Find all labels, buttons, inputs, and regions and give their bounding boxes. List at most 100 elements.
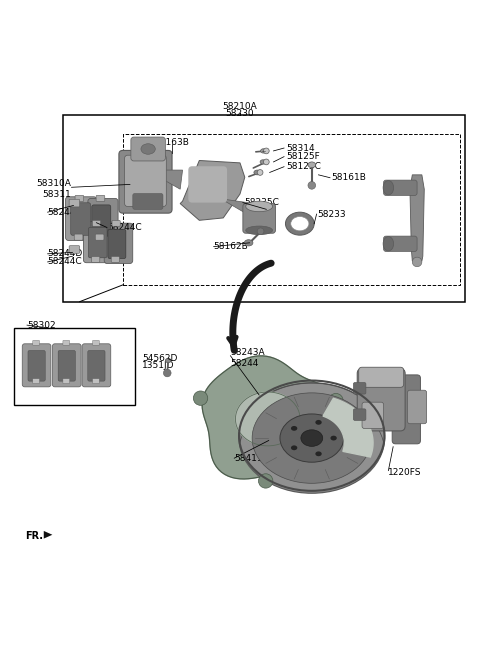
FancyBboxPatch shape (58, 350, 75, 381)
Text: 1220FS: 1220FS (388, 468, 422, 477)
Circle shape (264, 159, 269, 165)
Circle shape (257, 228, 264, 235)
Text: 58310A
58311: 58310A 58311 (36, 179, 72, 199)
Ellipse shape (244, 239, 253, 246)
FancyBboxPatch shape (28, 350, 45, 381)
FancyBboxPatch shape (125, 155, 166, 207)
FancyBboxPatch shape (92, 256, 100, 262)
Ellipse shape (254, 170, 261, 175)
FancyBboxPatch shape (82, 344, 111, 387)
FancyBboxPatch shape (384, 236, 417, 251)
Text: 58235C: 58235C (244, 198, 279, 207)
Ellipse shape (383, 180, 394, 195)
Text: 58161B: 58161B (331, 173, 366, 182)
Polygon shape (180, 161, 245, 220)
Bar (123, 134, 460, 285)
FancyBboxPatch shape (93, 379, 99, 384)
Text: 54562D: 54562D (142, 354, 177, 363)
FancyBboxPatch shape (69, 199, 80, 207)
Text: 58411B: 58411B (234, 454, 269, 462)
FancyBboxPatch shape (384, 180, 417, 195)
Text: 58314: 58314 (286, 144, 314, 153)
Text: 58244D: 58244D (48, 208, 83, 216)
Text: 58244D: 58244D (48, 249, 83, 258)
FancyBboxPatch shape (408, 390, 427, 424)
Ellipse shape (239, 383, 384, 493)
FancyBboxPatch shape (88, 199, 118, 241)
Ellipse shape (286, 212, 314, 235)
Polygon shape (410, 175, 424, 261)
Ellipse shape (165, 358, 171, 363)
Ellipse shape (308, 162, 316, 168)
Polygon shape (323, 398, 373, 457)
FancyBboxPatch shape (66, 197, 96, 241)
Circle shape (264, 148, 269, 154)
Polygon shape (44, 531, 52, 539)
FancyBboxPatch shape (63, 379, 70, 384)
FancyBboxPatch shape (362, 402, 384, 428)
FancyBboxPatch shape (188, 166, 227, 203)
Polygon shape (202, 356, 342, 479)
Text: 1351JD: 1351JD (142, 361, 174, 370)
FancyBboxPatch shape (243, 203, 276, 234)
FancyBboxPatch shape (133, 194, 163, 209)
FancyBboxPatch shape (353, 382, 366, 394)
FancyBboxPatch shape (93, 340, 99, 345)
Circle shape (259, 474, 273, 488)
FancyBboxPatch shape (22, 344, 51, 387)
FancyBboxPatch shape (88, 227, 107, 258)
Text: 58233: 58233 (318, 209, 346, 218)
FancyBboxPatch shape (63, 340, 70, 345)
FancyBboxPatch shape (104, 223, 133, 264)
FancyBboxPatch shape (71, 203, 91, 236)
Ellipse shape (315, 451, 322, 456)
Polygon shape (240, 383, 384, 443)
Ellipse shape (291, 216, 309, 231)
FancyBboxPatch shape (96, 195, 105, 201)
FancyBboxPatch shape (52, 344, 81, 387)
Text: 58125C: 58125C (286, 162, 321, 171)
Ellipse shape (315, 420, 322, 425)
Circle shape (310, 457, 324, 470)
FancyBboxPatch shape (33, 340, 39, 345)
Ellipse shape (280, 414, 344, 462)
Bar (14, 328, 135, 405)
Circle shape (412, 257, 422, 267)
FancyBboxPatch shape (74, 234, 83, 240)
FancyBboxPatch shape (92, 205, 111, 236)
FancyBboxPatch shape (357, 369, 405, 431)
Circle shape (193, 391, 208, 405)
Circle shape (329, 394, 343, 408)
Text: 58230: 58230 (226, 110, 254, 118)
Ellipse shape (141, 144, 156, 154)
Ellipse shape (252, 393, 372, 483)
Ellipse shape (246, 226, 273, 235)
Text: 58125F: 58125F (286, 152, 320, 161)
Text: 58244C: 58244C (48, 257, 82, 266)
FancyBboxPatch shape (359, 367, 404, 387)
Circle shape (163, 369, 171, 377)
Text: 58162B: 58162B (214, 242, 249, 251)
FancyBboxPatch shape (69, 246, 80, 253)
Text: 58244C: 58244C (107, 223, 142, 232)
Text: 58163B: 58163B (155, 138, 190, 147)
FancyBboxPatch shape (96, 234, 104, 240)
Ellipse shape (301, 430, 323, 446)
Ellipse shape (330, 436, 337, 440)
Ellipse shape (246, 201, 273, 212)
Polygon shape (221, 199, 254, 216)
Circle shape (257, 170, 263, 175)
Text: 58210A: 58210A (223, 102, 257, 111)
FancyBboxPatch shape (112, 220, 120, 226)
Ellipse shape (261, 149, 266, 153)
FancyBboxPatch shape (131, 137, 165, 161)
Ellipse shape (383, 237, 394, 251)
Ellipse shape (260, 160, 266, 164)
FancyBboxPatch shape (108, 229, 126, 258)
FancyBboxPatch shape (92, 220, 101, 226)
FancyBboxPatch shape (353, 409, 366, 420)
FancyBboxPatch shape (392, 375, 420, 444)
Ellipse shape (291, 426, 297, 431)
FancyBboxPatch shape (88, 350, 105, 381)
FancyBboxPatch shape (84, 222, 113, 262)
